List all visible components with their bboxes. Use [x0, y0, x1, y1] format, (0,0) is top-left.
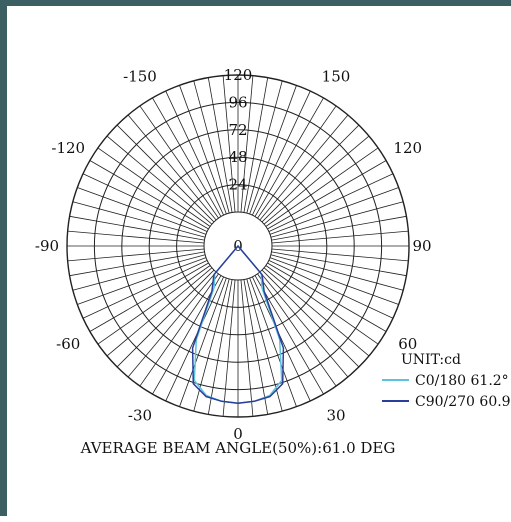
angle-tick-label: -30: [128, 407, 152, 425]
grid-spoke: [152, 275, 222, 395]
grid-spoke: [139, 273, 219, 387]
legend-label: C0/180 61.2°: [415, 373, 509, 389]
grid-spoke: [263, 135, 370, 225]
legend-label: C90/270 60.9: [415, 394, 511, 410]
grid-spoke: [270, 254, 404, 291]
grid-spoke: [82, 260, 208, 319]
grid-spoke: [254, 97, 324, 217]
grid-spoke: [265, 265, 379, 345]
angle-tick-label: -60: [56, 335, 80, 353]
angle-tick-label: -90: [35, 237, 59, 255]
grid-spoke: [268, 173, 394, 232]
grid-spoke: [222, 75, 236, 213]
grid-spoke: [267, 160, 387, 230]
grid-spoke: [243, 279, 269, 415]
angle-tick-label: 0: [233, 425, 243, 443]
radial-tick-label: 24: [228, 176, 247, 194]
grid-spoke: [165, 90, 224, 216]
grid-spoke: [179, 277, 227, 407]
radial-tick-label: 120: [224, 66, 253, 84]
grid-spoke: [261, 124, 360, 223]
grid-spoke: [207, 77, 233, 213]
grid-spoke: [179, 85, 227, 215]
grid-spoke: [116, 124, 215, 223]
grid-spoke: [67, 230, 205, 244]
legend: C0/180 61.2° C90/270 60.9: [382, 373, 511, 410]
grid-spoke: [265, 147, 379, 227]
angle-tick-labels: -150 150 -120 120 -90 90 -60 60 -30 30 0: [35, 67, 432, 443]
grid-spoke: [67, 248, 205, 262]
grid-spoke: [271, 215, 407, 241]
grid-spoke: [246, 80, 283, 214]
grid-spoke: [243, 77, 269, 213]
grid-spoke: [271, 230, 409, 244]
grid-spoke: [72, 201, 206, 238]
grid-spoke: [69, 251, 205, 277]
grid-spoke: [240, 279, 254, 417]
grid-spoke: [270, 201, 404, 238]
grid-spoke: [267, 262, 387, 332]
grid-spoke: [263, 267, 370, 357]
grid-spoke: [271, 248, 409, 262]
grid-spoke: [257, 105, 337, 219]
angle-tick-label: 150: [322, 67, 351, 85]
angle-tick-label: 30: [326, 407, 345, 425]
grid-spoke: [69, 215, 205, 241]
grid-spoke: [77, 257, 207, 305]
grid-spoke: [207, 279, 233, 415]
grid-spoke: [240, 75, 254, 213]
grid-spoke: [254, 275, 324, 395]
grid-spoke: [269, 257, 399, 305]
grid-spoke: [259, 271, 349, 378]
grid-spoke: [152, 97, 222, 217]
angle-tick-label: 120: [393, 139, 422, 157]
grid-spoke: [89, 160, 209, 230]
polar-chart: 24 48 72 96 120 0 -150 150 -120 120 -90 90 -60 60 -30…: [35, 66, 511, 457]
grid-spoke: [259, 114, 349, 221]
angle-tick-label: -150: [123, 67, 157, 85]
grid-spoke: [252, 90, 311, 216]
grid-spoke: [127, 271, 217, 378]
grid-spoke: [222, 279, 236, 417]
beam-angle-caption: AVERAGE BEAM ANGLE(50%):61.0 DEG: [80, 439, 396, 457]
radial-tick-label: 48: [228, 148, 247, 166]
grid-spoke: [257, 273, 337, 387]
polar-grid: [66, 74, 410, 418]
grid-spoke: [82, 173, 208, 232]
unit-label: UNIT:cd: [401, 352, 461, 368]
grid-spoke: [97, 147, 211, 227]
grid-spoke: [193, 278, 230, 412]
radial-tick-label: 96: [228, 93, 247, 111]
grid-spoke: [116, 269, 215, 368]
grid-spoke: [97, 265, 211, 345]
grid-spoke: [249, 277, 297, 407]
grid-spoke: [77, 187, 207, 235]
grid-spoke: [271, 251, 407, 277]
angle-tick-label: 60: [398, 335, 417, 353]
grid-spoke: [261, 269, 360, 368]
grid-spoke: [268, 260, 394, 319]
grid-spoke: [139, 105, 219, 219]
grid-spoke: [165, 276, 224, 402]
series-curve-2: [191, 245, 285, 405]
radial-tick-label: 72: [228, 121, 247, 139]
grid-spoke: [249, 85, 297, 215]
grid-spoke: [246, 278, 283, 412]
grid-spoke: [269, 187, 399, 235]
intensity-curves: [191, 245, 285, 405]
grid-spoke: [72, 254, 206, 291]
grid-spoke: [252, 276, 311, 402]
angle-tick-label: 90: [412, 237, 431, 255]
grid-spoke: [127, 114, 217, 221]
angle-tick-label: -120: [51, 139, 85, 157]
grid-spoke: [89, 262, 209, 332]
grid-spoke: [193, 80, 230, 214]
grid-spoke: [106, 135, 213, 225]
grid-spoke: [106, 267, 213, 357]
